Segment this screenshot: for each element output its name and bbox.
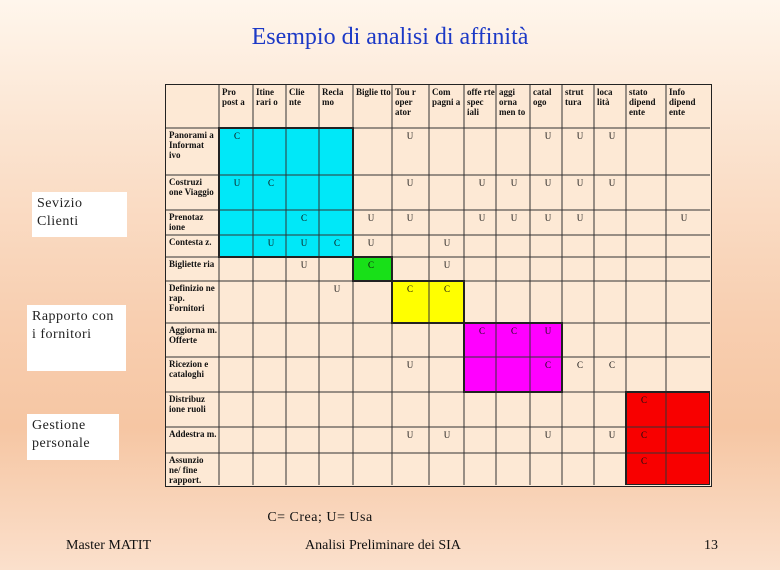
matrix-cell: U xyxy=(478,213,486,223)
matrix-cell: U xyxy=(300,238,308,248)
row-header: Aggiorna m. Offerte xyxy=(169,325,217,345)
row-header: Ricezion e cataloghi xyxy=(169,359,209,379)
cluster-personale-border xyxy=(625,391,710,485)
matrix-cell: U xyxy=(608,430,616,440)
cluster-fornitori-border xyxy=(391,280,465,324)
matrix-cell: C xyxy=(608,360,615,370)
row-header: Panorami a Informat ivo xyxy=(169,130,214,160)
cluster-personale xyxy=(626,392,710,485)
matrix-cell: U xyxy=(544,326,552,336)
group-label-clienti: Sevizio Clienti xyxy=(32,192,127,237)
matrix-cell: U xyxy=(576,131,584,141)
matrix-cell: C xyxy=(576,360,583,370)
matrix-cell: U xyxy=(680,213,688,223)
row-header: Distribuz ione ruoli xyxy=(169,394,206,414)
matrix-cell: U xyxy=(406,430,414,440)
column-header: Biglie tto xyxy=(356,87,391,97)
cluster-biglietteria xyxy=(353,257,392,281)
column-header: Pro post a xyxy=(222,87,245,107)
cluster-fornitori xyxy=(392,281,464,323)
matrix-cell: U xyxy=(406,213,414,223)
matrix-cell: U xyxy=(608,178,616,188)
row-header: Addestra m. xyxy=(169,429,217,439)
column-header: aggi orna men to xyxy=(499,87,526,117)
cluster-clienti-border xyxy=(218,127,354,258)
affinity-matrix: Pro post a Itine rari o Clie nte Recla mo Bi… xyxy=(165,84,712,487)
matrix-cell: U xyxy=(443,238,451,248)
matrix-cell: U xyxy=(510,178,518,188)
matrix-cell: C xyxy=(267,178,274,188)
matrix-cell: C xyxy=(640,456,647,466)
column-header: strut tura xyxy=(565,87,584,107)
matrix-grid xyxy=(166,85,710,485)
column-header: stato dipend ente xyxy=(629,87,656,117)
matrix-cell: C xyxy=(367,260,374,270)
cluster-offerte-border xyxy=(463,322,563,393)
footer-center: Analisi Preliminare dei SIA xyxy=(305,538,461,553)
matrix-cell: C xyxy=(333,238,340,248)
matrix-cell: U xyxy=(406,131,414,141)
matrix-cell: C xyxy=(478,326,485,336)
row-header: Prenotaz ione xyxy=(169,212,204,232)
column-header: Clie nte xyxy=(289,87,305,107)
matrix-cell: U xyxy=(333,284,341,294)
row-header: Assunzio ne/ fine rapport. xyxy=(169,455,204,485)
cluster-biglietteria-border xyxy=(352,256,393,282)
column-header: Info dipend ente xyxy=(669,87,696,117)
footer-left: Master MATIT xyxy=(66,538,152,553)
group-label-personale: Gestione personale xyxy=(27,414,119,460)
matrix-cell: U xyxy=(406,178,414,188)
column-header: loca lità xyxy=(597,87,613,107)
matrix-cell: U xyxy=(478,178,486,188)
matrix-cell: C xyxy=(640,430,647,440)
group-label-fornitori: Rapporto con i fornitori xyxy=(27,305,126,371)
legend: C= Crea; U= Usa xyxy=(267,510,373,525)
column-header: offe rte spec iali xyxy=(467,87,495,117)
matrix-cell: C xyxy=(640,395,647,405)
matrix-cell: C xyxy=(510,326,517,336)
matrix-cell: U xyxy=(544,178,552,188)
matrix-cell: U xyxy=(367,238,375,248)
column-header: Recla mo xyxy=(322,87,344,107)
matrix-cell: C xyxy=(544,360,551,370)
matrix-cell: C xyxy=(443,284,450,294)
matrix-cell: U xyxy=(233,178,241,188)
matrix-cell: U xyxy=(510,213,518,223)
matrix-cell: U xyxy=(576,213,584,223)
row-header: Bigliette ria xyxy=(169,259,215,269)
row-header: Contesta z. xyxy=(169,237,212,247)
column-header: catal ogo xyxy=(533,87,552,107)
matrix-cell: U xyxy=(300,260,308,270)
matrix-cell: C xyxy=(300,213,307,223)
slide-title: Esempio di analisi di affinità xyxy=(251,24,529,50)
row-header: Costruzi one Viaggio xyxy=(169,177,214,197)
matrix-cell: C xyxy=(233,131,240,141)
matrix-cell: U xyxy=(576,178,584,188)
matrix-cell: U xyxy=(267,238,275,248)
matrix-cell: C xyxy=(406,284,413,294)
column-header: Tou r oper ator xyxy=(395,87,416,117)
column-header: Com pagni a xyxy=(432,87,461,107)
column-header: Itine rari o xyxy=(256,87,278,107)
matrix-cell: U xyxy=(443,260,451,270)
matrix-cell: U xyxy=(544,131,552,141)
matrix-cell: U xyxy=(544,213,552,223)
matrix-cell: U xyxy=(443,430,451,440)
matrix-cell: U xyxy=(406,360,414,370)
page-number: 13 xyxy=(704,538,718,553)
matrix-cell: U xyxy=(544,430,552,440)
row-header: Definizio ne rap. Fornitori xyxy=(169,283,215,313)
matrix-cell: U xyxy=(608,131,616,141)
matrix-cell: U xyxy=(367,213,375,223)
